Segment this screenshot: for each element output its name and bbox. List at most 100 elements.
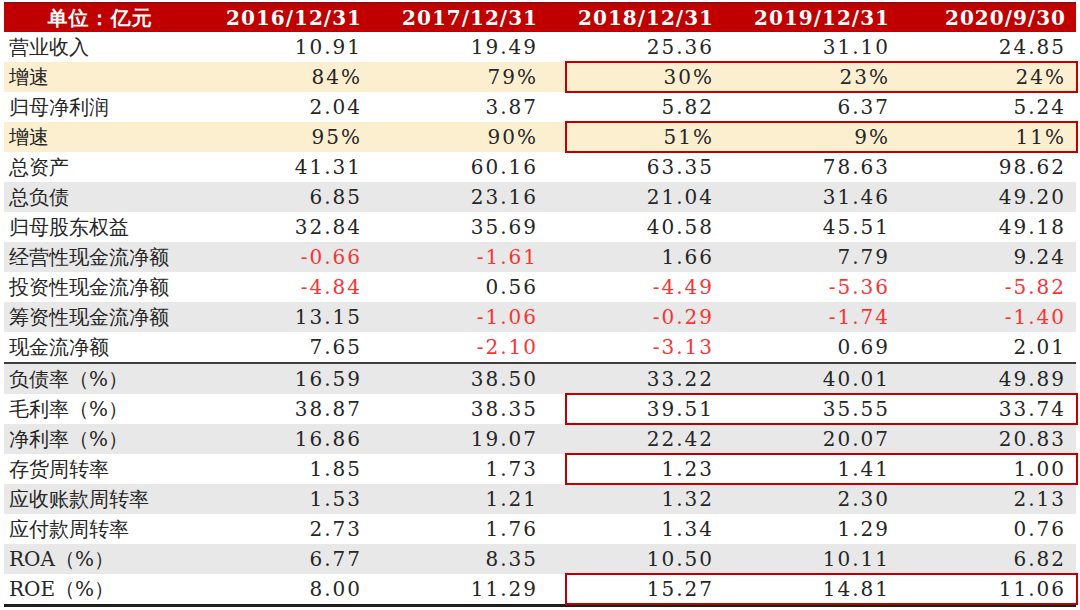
table-cell: 45.51 [724, 212, 900, 242]
table-cell: 1.00 [900, 454, 1076, 484]
table-cell: 32.84 [196, 212, 372, 242]
table-cell: 6.37 [724, 92, 900, 122]
table-cell: 0.69 [724, 332, 900, 362]
table-cell: 7.65 [196, 332, 372, 362]
column-header-2019-12-31: 2019/12/31 [724, 4, 900, 32]
table-row: 归母净利润2.043.875.826.375.24 [4, 92, 1076, 122]
row-label: 归母股东权益 [4, 212, 196, 242]
table-cell: 21.04 [548, 182, 724, 212]
table-cell: 24.85 [900, 32, 1076, 62]
table-cell: 1.53 [196, 484, 372, 514]
table-cell: 5.82 [548, 92, 724, 122]
table-cell: 35.55 [724, 394, 900, 424]
table-row: 负债率（%）16.5938.5033.2240.0149.89 [4, 364, 1076, 394]
table-body: 营业收入10.9119.4925.3631.1024.85增速84%79%30%… [4, 32, 1076, 607]
table-cell: 22.42 [548, 424, 724, 454]
table-cell: 20.07 [724, 424, 900, 454]
column-header-2020-9-30: 2020/9/30 [900, 4, 1076, 32]
table-cell: 38.87 [196, 394, 372, 424]
table-cell: 63.35 [548, 152, 724, 182]
table-row: ROE（%）8.0011.2915.2714.8111.06 [4, 574, 1076, 607]
table-cell: -0.29 [548, 302, 724, 332]
table-row: 净利率（%）16.8619.0722.4220.0720.83 [4, 424, 1076, 454]
table-row: 营业收入10.9119.4925.3631.1024.85 [4, 32, 1076, 62]
table-cell: 49.18 [900, 212, 1076, 242]
table-cell: 6.82 [900, 544, 1076, 574]
table-row: 投资性现金流净额-4.840.56-4.49-5.36-5.82 [4, 272, 1076, 302]
table-cell: 13.15 [196, 302, 372, 332]
table-cell: 23% [724, 62, 900, 92]
row-label: 总资产 [4, 152, 196, 182]
table-cell: -2.10 [372, 332, 548, 362]
table-cell: 49.89 [900, 364, 1076, 394]
table-cell: 11.06 [900, 574, 1076, 604]
table-row: 存货周转率1.851.731.231.411.00 [4, 454, 1076, 484]
table-cell: 95% [196, 122, 372, 152]
table-cell: 51% [548, 122, 724, 152]
table-cell: 16.86 [196, 424, 372, 454]
table-cell: 6.77 [196, 544, 372, 574]
table-row: 应收账款周转率1.531.211.322.302.13 [4, 484, 1076, 514]
table-row: 毛利率（%）38.8738.3539.5135.5533.74 [4, 394, 1076, 424]
table-cell: 1.85 [196, 454, 372, 484]
table-cell: 1.21 [372, 484, 548, 514]
table-cell: 2.13 [900, 484, 1076, 514]
table-row: 应付款周转率2.731.761.341.290.76 [4, 514, 1076, 544]
table-row: 总负债6.8523.1621.0431.4649.20 [4, 182, 1076, 212]
table-cell: 16.59 [196, 364, 372, 394]
table-cell: -1.61 [372, 242, 548, 272]
table-row: 经营性现金流净额-0.66-1.611.667.799.24 [4, 242, 1076, 272]
table-cell: 19.07 [372, 424, 548, 454]
row-label: 负债率（%） [4, 364, 196, 394]
table-cell: 0.76 [900, 514, 1076, 544]
table-cell: 24% [900, 62, 1076, 92]
financial-summary-table: 单位：亿元 2016/12/312017/12/312018/12/312019… [4, 2, 1076, 607]
table-cell: 23.16 [372, 182, 548, 212]
table-row: 现金流净额7.65-2.10-3.130.692.01 [4, 332, 1076, 364]
row-label: 营业收入 [4, 32, 196, 62]
row-label: 增速 [4, 122, 196, 152]
table-cell: -4.84 [196, 272, 372, 302]
table-cell: 41.31 [196, 152, 372, 182]
table-cell: -5.82 [900, 272, 1076, 302]
table-cell: 6.85 [196, 182, 372, 212]
table-cell: 1.34 [548, 514, 724, 544]
table-cell: 10.11 [724, 544, 900, 574]
row-label: 筹资性现金流净额 [4, 302, 196, 332]
table-cell: 1.66 [548, 242, 724, 272]
table-cell: -4.49 [548, 272, 724, 302]
table-cell: 2.04 [196, 92, 372, 122]
table-cell: 60.16 [372, 152, 548, 182]
table-cell: 11% [900, 122, 1076, 152]
table-cell: -3.13 [548, 332, 724, 362]
table-cell: 10.50 [548, 544, 724, 574]
table-cell: -1.40 [900, 302, 1076, 332]
table-cell: 1.29 [724, 514, 900, 544]
table-cell: 2.30 [724, 484, 900, 514]
table-cell: 25.36 [548, 32, 724, 62]
unit-label: 单位：亿元 [4, 4, 196, 32]
row-label: 应付款周转率 [4, 514, 196, 544]
table-cell: 11.29 [372, 574, 548, 604]
table-row: ROA（%）6.778.3510.5010.116.82 [4, 544, 1076, 574]
table-cell: -1.74 [724, 302, 900, 332]
table-cell: 1.41 [724, 454, 900, 484]
table-cell: 9% [724, 122, 900, 152]
table-cell: 33.22 [548, 364, 724, 394]
table-cell: 7.79 [724, 242, 900, 272]
table-cell: 5.24 [900, 92, 1076, 122]
table-cell: 31.46 [724, 182, 900, 212]
row-label: 投资性现金流净额 [4, 272, 196, 302]
row-label: 增速 [4, 62, 196, 92]
table-cell: 33.74 [900, 394, 1076, 424]
table-cell: 2.73 [196, 514, 372, 544]
table-cell: 1.23 [548, 454, 724, 484]
table-header-row: 单位：亿元 2016/12/312017/12/312018/12/312019… [4, 2, 1076, 32]
table-cell: 8.35 [372, 544, 548, 574]
table-cell: 38.50 [372, 364, 548, 394]
table-cell: 98.62 [900, 152, 1076, 182]
table-cell: 35.69 [372, 212, 548, 242]
table-cell: 1.76 [372, 514, 548, 544]
column-header-2016-12-31: 2016/12/31 [196, 4, 372, 32]
column-header-2018-12-31: 2018/12/31 [548, 4, 724, 32]
